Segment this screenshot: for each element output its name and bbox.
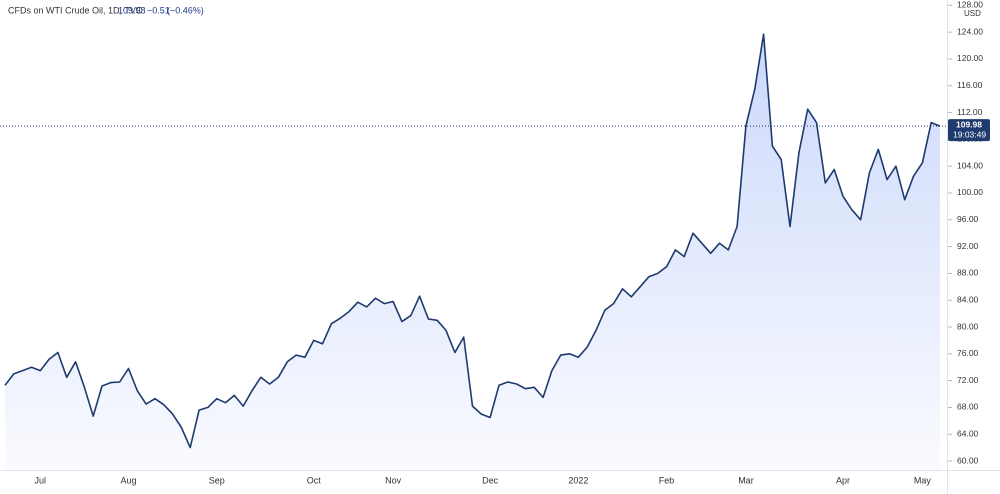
y-tick-label: 100.00 (957, 187, 983, 197)
last-price-label: 109.98 (956, 119, 982, 129)
area-fill (5, 34, 940, 470)
change: −0.51 (147, 5, 170, 15)
y-tick-label: 68.00 (957, 402, 979, 412)
y-tick-label: 60.00 (957, 455, 979, 465)
last-price: 109.98 (118, 5, 146, 15)
y-tick-label: 112.00 (957, 107, 983, 117)
x-tick-label: Sep (209, 475, 225, 485)
change-percent: (−0.46%) (167, 5, 204, 15)
y-tick-label: 64.00 (957, 428, 979, 438)
countdown: 19:03:49 (953, 129, 986, 139)
x-tick-label: Oct (307, 475, 322, 485)
y-tick-label: 80.00 (957, 321, 979, 331)
x-tick-label: Aug (120, 475, 136, 485)
y-tick-label: 76.00 (957, 348, 979, 358)
y-tick-label: 120.00 (957, 53, 983, 63)
symbol-title: CFDs on WTI Crude Oil, 1D, TVC (8, 5, 143, 15)
y-tick-label: 96.00 (957, 214, 979, 224)
x-tick-label: Jul (35, 475, 47, 485)
x-tick-label: Apr (836, 475, 850, 485)
y-tick-label: 124.00 (957, 26, 983, 36)
plot (0, 33, 947, 470)
y-tick-label: 88.00 (957, 268, 979, 278)
x-tick-label: 2022 (568, 475, 588, 485)
y-tick-label: 128.00 (957, 0, 983, 10)
y-tick-label: 72.00 (957, 375, 979, 385)
y-tick-label: 104.00 (957, 160, 983, 170)
x-tick-label: Nov (385, 475, 402, 485)
axes: 60.00 64.00 68.00 72.00 76.00 80.00 84.00 88.00… (35, 0, 990, 485)
y-tick-label: 116.00 (957, 80, 983, 90)
x-tick-label: Mar (738, 475, 754, 485)
x-tick-label: Feb (659, 475, 675, 485)
currency: USD (964, 9, 981, 18)
price-line (4, 33, 941, 449)
y-tick-label: 92.00 (957, 241, 979, 251)
last-price-tag (948, 119, 990, 142)
y-tick-label: 84.00 (957, 294, 979, 304)
x-tick-label: Dec (482, 475, 499, 485)
x-tick-label: May (914, 475, 932, 485)
